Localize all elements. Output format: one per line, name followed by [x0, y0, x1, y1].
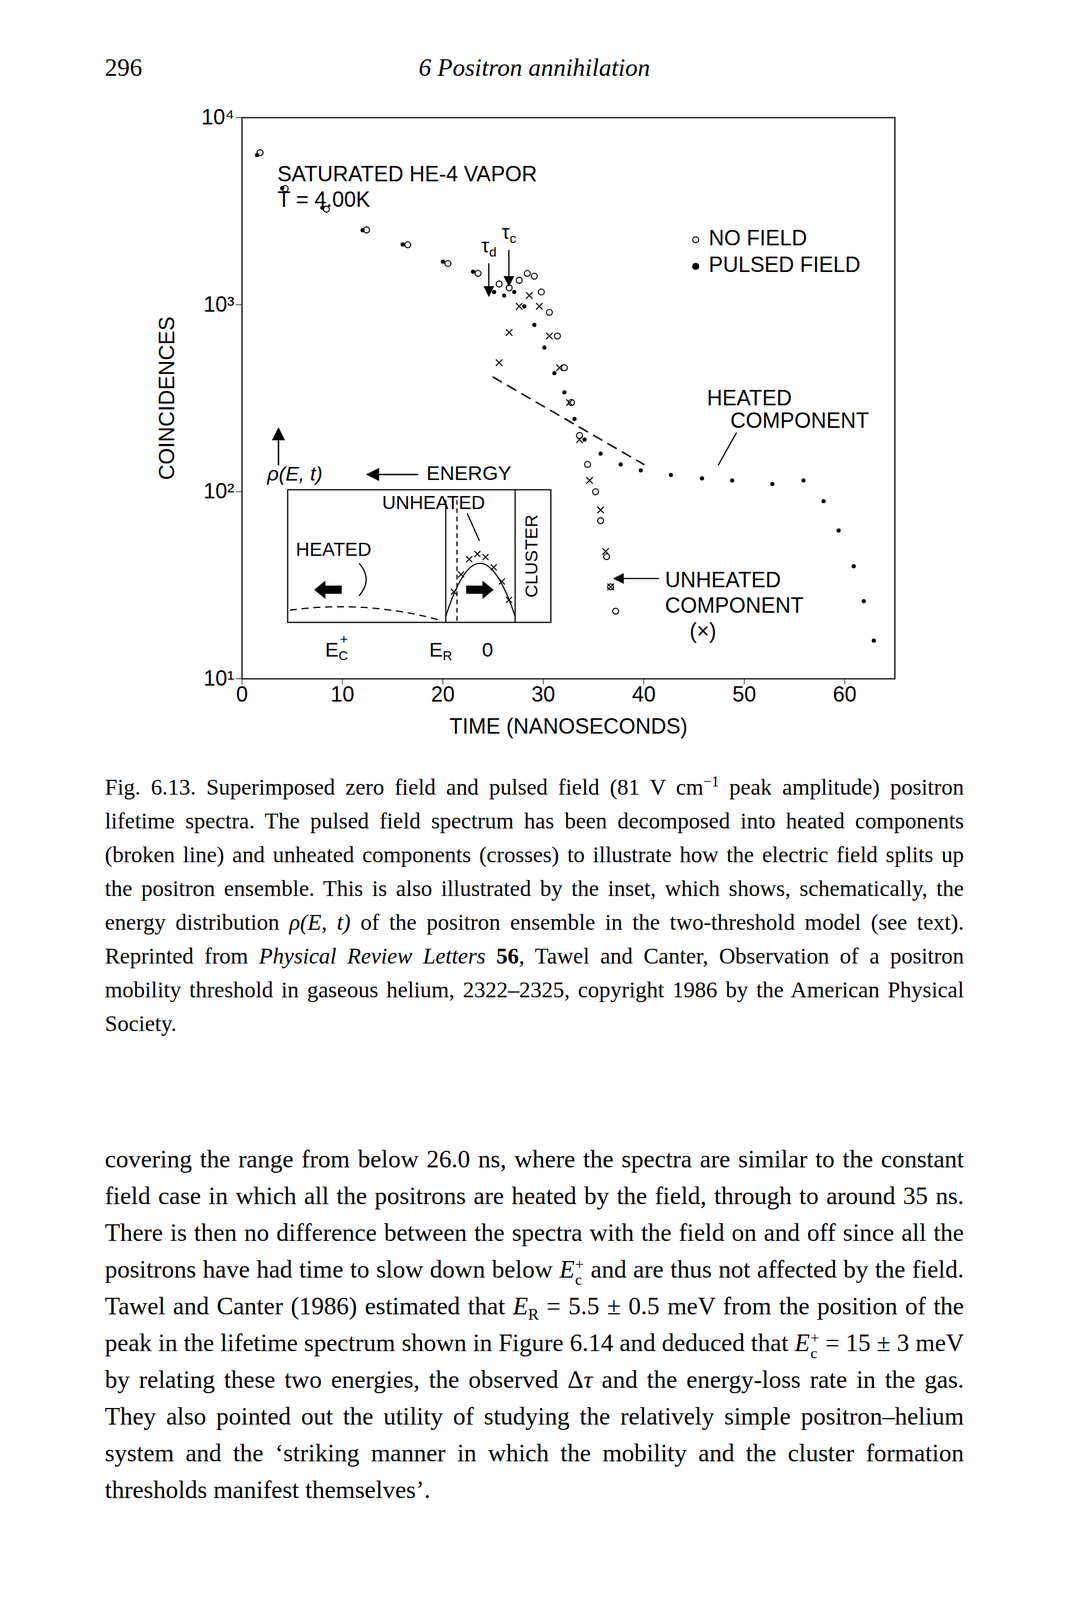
svg-text:(×): (×) [689, 618, 717, 643]
svg-text:τc: τc [501, 220, 517, 246]
html-text:6 Positron annihilation: 6 Positron annihilation [418, 53, 651, 82]
svg-text:ENERGY: ENERGY [426, 461, 512, 485]
svg-text:10: 10 [330, 681, 355, 707]
svg-text:NO FIELD: NO FIELD [708, 225, 807, 251]
html-text:56, Tawel and Canter, Observat: 56, Tawel and Canter, Observation of a p… [104, 943, 964, 1036]
svg-text:ER: ER [428, 637, 453, 663]
svg-text:UNHEATED: UNHEATED [382, 491, 486, 514]
svg-text:COINCIDENCES: COINCIDENCES [154, 316, 179, 480]
svg-text:40: 40 [632, 681, 656, 707]
svg-text:10²: 10² [203, 478, 235, 503]
html-text:296: 296 [104, 53, 143, 82]
svg-text:HEATED: HEATED [295, 538, 371, 560]
svg-text:0: 0 [235, 681, 248, 707]
svg-text:T = 4.00K: T = 4.00K [277, 187, 370, 212]
svg-text:COMPONENT: COMPONENT [665, 593, 804, 618]
svg-text:HEATED: HEATED [706, 385, 792, 410]
svg-text:50: 50 [732, 681, 756, 707]
svg-text:60: 60 [832, 681, 857, 707]
svg-text:0: 0 [482, 637, 494, 660]
svg-text:EC+: EC+ [325, 631, 349, 664]
svg-text:τd: τd [481, 234, 497, 260]
svg-text:20: 20 [431, 681, 456, 707]
svg-text:PULSED FIELD: PULSED FIELD [708, 252, 861, 277]
svg-text:10³: 10³ [203, 292, 235, 317]
html-text:covering the range from below: covering the range from below 26.0 ns, w… [104, 1145, 964, 1283]
svg-text:10⁴: 10⁴ [201, 104, 235, 130]
svg-text:SATURATED HE-4 VAPOR: SATURATED HE-4 VAPOR [277, 161, 537, 187]
svg-text:ρ(E, t): ρ(E, t) [266, 462, 323, 485]
html-text:Fig. 6.13. Superimposed zero f: Fig. 6.13. Superimposed zero field and p… [104, 773, 964, 969]
svg-text:30: 30 [531, 681, 556, 707]
svg-text:10¹: 10¹ [203, 665, 235, 691]
svg-text:COMPONENT: COMPONENT [730, 408, 870, 433]
svg-text:TIME (NANOSECONDS): TIME (NANOSECONDS) [449, 713, 688, 739]
html-text:c= 15 ± 3 meV by relating thes: c= 15 ± 3 meV by relating these two ener… [104, 1328, 964, 1504]
html-text:cand are thus not affected by: cand are thus not affected by the field.… [104, 1255, 964, 1357]
svg-text:UNHEATED: UNHEATED [665, 567, 781, 592]
svg-text:CLUSTER: CLUSTER [521, 514, 541, 598]
